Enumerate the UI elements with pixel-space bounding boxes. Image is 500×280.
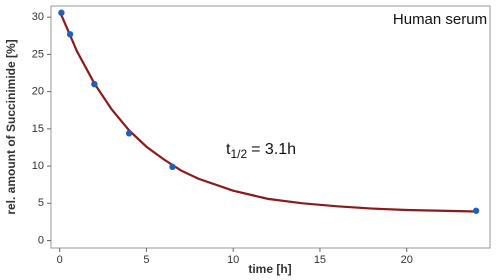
y-tick-label: 0 bbox=[38, 234, 44, 246]
plot-frame bbox=[50, 5, 491, 249]
data-point bbox=[169, 163, 176, 171]
fit-curve bbox=[58, 10, 477, 213]
annotation: t1/2 = 3.1h bbox=[226, 141, 296, 161]
x-tick-label: 20 bbox=[401, 254, 413, 266]
x-tick-label: 15 bbox=[314, 254, 326, 266]
x-tick-label: 10 bbox=[227, 254, 239, 266]
y-tick-label: 25 bbox=[32, 48, 44, 60]
x-tick-label: 5 bbox=[143, 254, 149, 266]
y-tick-label: 15 bbox=[32, 123, 44, 135]
x-tick-label: 0 bbox=[57, 254, 63, 266]
y-tick-label: 5 bbox=[38, 197, 44, 209]
y-tick-label: 10 bbox=[32, 160, 44, 172]
annotation-subscript: 1/2 bbox=[230, 147, 247, 161]
data-point bbox=[58, 9, 65, 16]
data-point bbox=[66, 31, 74, 38]
annotation-main: t bbox=[226, 141, 231, 158]
y-tick-label: 20 bbox=[32, 86, 44, 98]
y-axis-label: rel. amount of Succinimide [%] bbox=[4, 39, 18, 214]
chart-title: Human serum bbox=[393, 11, 487, 28]
data-point bbox=[472, 207, 480, 214]
data-point bbox=[125, 130, 133, 137]
annotation-rest: = 3.1h bbox=[251, 141, 296, 158]
x-axis-label: time [h] bbox=[248, 262, 291, 276]
y-tick-label: 30 bbox=[32, 11, 44, 23]
data-point bbox=[91, 80, 98, 88]
